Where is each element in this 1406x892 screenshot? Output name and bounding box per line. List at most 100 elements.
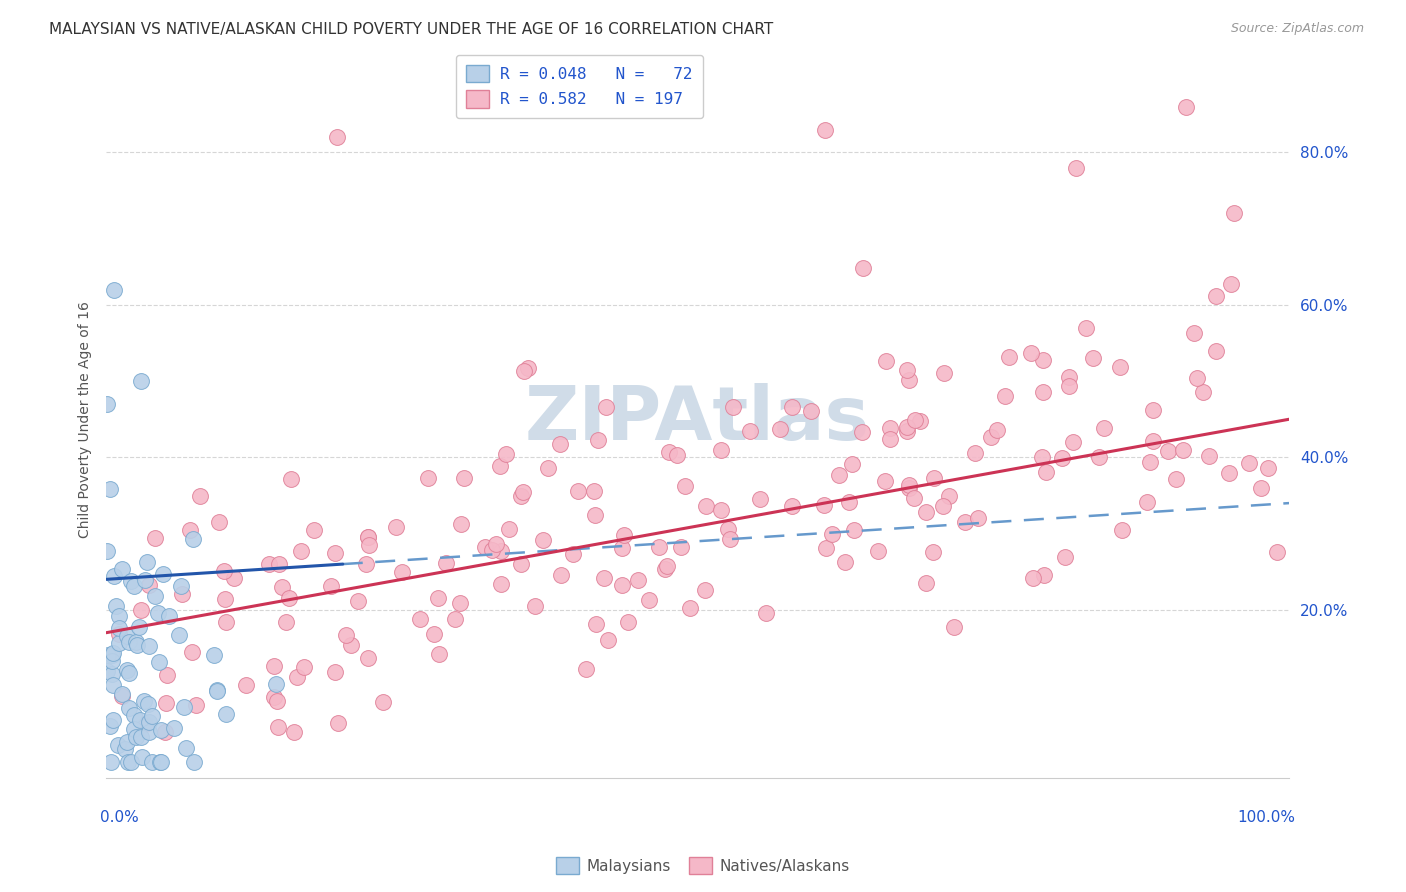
Point [738, 424, 761, 438]
Point [347, 593, 370, 607]
Point [146, 606, 169, 620]
Point [118, 701, 141, 715]
Point [96, 397, 118, 411]
Point [1083, 351, 1105, 366]
Point [718, 532, 741, 546]
Point [915, 505, 938, 519]
Point [143, 589, 166, 603]
Point [183, 756, 205, 770]
Point [170, 587, 193, 601]
Point [138, 725, 160, 739]
Point [186, 698, 208, 713]
Point [124, 722, 146, 736]
Point [167, 627, 190, 641]
Point [136, 556, 159, 570]
Point [423, 627, 446, 641]
Point [125, 635, 148, 649]
Point [821, 527, 844, 541]
Point [108, 627, 131, 641]
Point [453, 471, 475, 485]
Point [841, 457, 863, 471]
Point [100, 756, 122, 770]
Text: 0.0%: 0.0% [100, 810, 139, 825]
Point [485, 537, 508, 551]
Point [96, 544, 118, 558]
Point [780, 499, 803, 513]
Point [828, 467, 851, 482]
Point [986, 423, 1008, 437]
Point [426, 591, 449, 606]
Point [129, 603, 152, 617]
Point [693, 583, 716, 598]
Point [523, 599, 546, 614]
Point [1205, 343, 1227, 358]
Point [851, 425, 873, 439]
Point [495, 447, 517, 461]
Point [134, 573, 156, 587]
Point [474, 540, 496, 554]
Point [1257, 460, 1279, 475]
Point [157, 609, 180, 624]
Point [491, 544, 513, 558]
Point [489, 458, 512, 473]
Point [263, 659, 285, 673]
Point [136, 698, 159, 712]
Point [138, 578, 160, 592]
Point [148, 756, 170, 770]
Point [321, 579, 343, 593]
Point [115, 663, 138, 677]
Point [1182, 326, 1205, 340]
Point [938, 489, 960, 503]
Point [709, 503, 731, 517]
Point [585, 616, 607, 631]
Point [637, 593, 659, 607]
Point [1136, 495, 1159, 509]
Point [873, 474, 896, 488]
Point [143, 531, 166, 545]
Point [695, 499, 717, 513]
Point [1205, 289, 1227, 303]
Point [138, 639, 160, 653]
Point [671, 541, 693, 555]
Point [107, 738, 129, 752]
Point [536, 460, 558, 475]
Point [932, 500, 955, 514]
Point [152, 566, 174, 581]
Point [129, 730, 152, 744]
Point [814, 122, 837, 136]
Point [235, 678, 257, 692]
Point [896, 420, 918, 434]
Point [1059, 370, 1081, 384]
Point [648, 540, 671, 554]
Point [617, 615, 640, 629]
Point [263, 690, 285, 705]
Point [409, 611, 432, 625]
Point [115, 629, 138, 643]
Point [1053, 550, 1076, 565]
Point [838, 494, 860, 508]
Point [371, 695, 394, 709]
Point [215, 615, 238, 629]
Point [595, 401, 617, 415]
Point [953, 515, 976, 529]
Point [1064, 161, 1087, 175]
Point [155, 724, 177, 739]
Point [879, 421, 901, 435]
Point [96, 664, 118, 678]
Point [150, 723, 173, 737]
Point [657, 559, 679, 574]
Point [222, 571, 245, 585]
Point [1092, 421, 1115, 435]
Point [357, 651, 380, 665]
Point [141, 756, 163, 770]
Point [1175, 100, 1198, 114]
Point [679, 601, 702, 615]
Point [583, 484, 606, 499]
Point [118, 665, 141, 680]
Text: Source: ZipAtlas.com: Source: ZipAtlas.com [1230, 22, 1364, 36]
Point [290, 544, 312, 558]
Point [1032, 568, 1054, 582]
Point [813, 498, 835, 512]
Point [105, 599, 128, 614]
Point [498, 522, 520, 536]
